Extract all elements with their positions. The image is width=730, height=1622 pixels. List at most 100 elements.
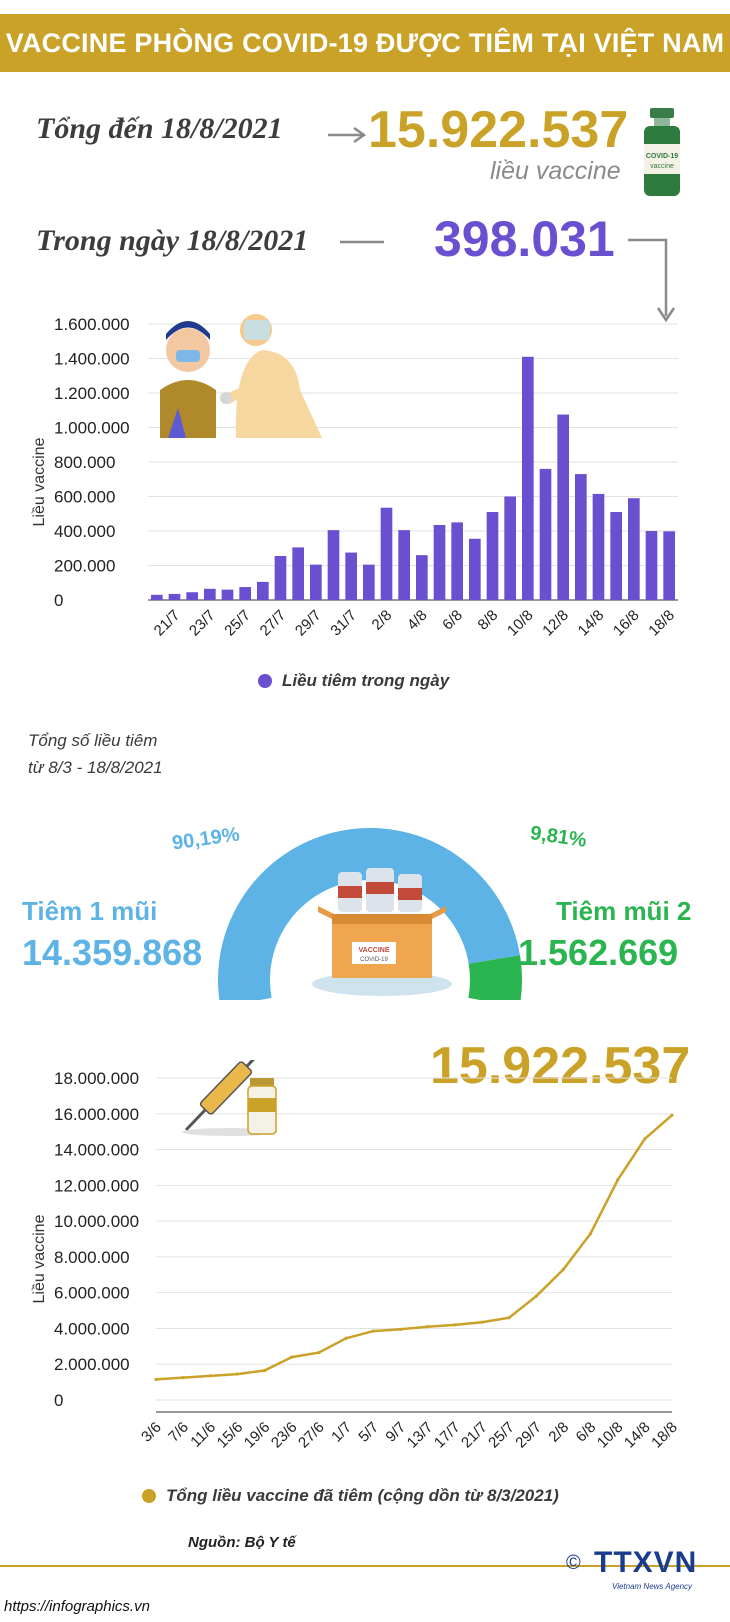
line-point-19/6 xyxy=(263,1368,267,1373)
bar-y-axis-label: Liều vaccine xyxy=(31,437,48,526)
bar-y-tick-label: 600.000 xyxy=(54,488,115,507)
line-point-29/7 xyxy=(534,1294,538,1298)
box-label-text: VACCINE xyxy=(359,947,390,954)
dose-title-line1: Tổng số liều tiêm xyxy=(28,731,158,750)
bar-legend: Liều tiêm trong ngày xyxy=(258,671,449,691)
dash-line xyxy=(340,240,384,244)
bar-26/7 xyxy=(257,581,269,600)
line-point-5/7 xyxy=(371,1329,375,1333)
bar-22/7 xyxy=(186,592,198,600)
bar-y-tick-label: 200.000 xyxy=(54,557,115,576)
bar-7/8 xyxy=(469,538,481,600)
bar-15/8 xyxy=(610,512,622,600)
bar-y-tick-label: 1.400.000 xyxy=(54,350,130,369)
bar-20/7 xyxy=(151,594,163,600)
second-dose-value: 1.562.669 xyxy=(518,932,679,973)
line-legend: Tổng liều vaccine đã tiêm (cộng dồn từ 8… xyxy=(142,1486,559,1506)
total-label: Tổng đến 18/8/2021 xyxy=(36,112,283,145)
vial-brand-text: COVID-19 xyxy=(646,153,678,160)
bar-12/8 xyxy=(557,414,569,600)
bar-5/8 xyxy=(433,524,446,600)
bar-x-tick-label: 12/8 xyxy=(539,607,572,640)
bar-23/7 xyxy=(204,588,216,600)
bar-legend-text: Liều tiêm trong ngày xyxy=(282,671,450,690)
bar-x-tick-label: 21/7 xyxy=(151,607,184,640)
line-point-15/6 xyxy=(235,1372,240,1376)
first-dose-label: Tiêm 1 mũi xyxy=(22,896,158,926)
line-point-7/6 xyxy=(181,1376,185,1380)
bar-x-tick-label: 18/8 xyxy=(645,607,678,640)
arrow-down-icon xyxy=(628,238,676,323)
line-point-18/8 xyxy=(670,1113,674,1117)
line-point-1/7 xyxy=(344,1336,348,1340)
footer-source: Nguồn: Bộ Y tế xyxy=(188,1534,296,1551)
line-x-tick-label: 23/6 xyxy=(268,1419,301,1452)
line-y-tick-label: 4.000.000 xyxy=(54,1319,130,1338)
bar-x-tick-label: 29/7 xyxy=(292,607,325,640)
bar-27/7 xyxy=(274,556,287,600)
vial-word-text: vaccine xyxy=(650,163,674,170)
bar-1/8 xyxy=(363,564,375,600)
line-x-tick-label: 25/7 xyxy=(485,1419,518,1452)
line-point-13/7 xyxy=(425,1325,430,1329)
first-dose-value: 14.359.868 xyxy=(22,932,203,973)
small-vial-icon xyxy=(247,1078,277,1135)
line-point-2/8 xyxy=(561,1267,565,1272)
vaccine-box-illustration: VACCINE COVID-19 xyxy=(312,868,452,996)
line-y-axis-label: Liều vaccine xyxy=(31,1214,48,1303)
nurse-illustration xyxy=(160,314,322,438)
line-x-tick-label: 14/8 xyxy=(621,1419,654,1452)
copyright-symbol: © xyxy=(566,1552,581,1574)
line-point-3/6 xyxy=(154,1377,158,1382)
line-x-tick-label: 17/7 xyxy=(431,1419,464,1452)
bar-25/7 xyxy=(239,587,251,600)
daily-value: 398.031 xyxy=(434,211,615,267)
bar-17/8 xyxy=(645,531,658,600)
bar-28/7 xyxy=(292,547,304,600)
line-y-tick-label: 6.000.000 xyxy=(54,1284,130,1303)
bar-x-tick-label: 4/8 xyxy=(404,607,431,634)
bar-x-tick-label: 14/8 xyxy=(575,607,608,640)
line-point-9/7 xyxy=(398,1327,403,1331)
line-y-tick-label: 12.000.000 xyxy=(54,1176,139,1195)
line-y-tick-label: 18.000.000 xyxy=(54,1069,139,1088)
bar-21/7 xyxy=(168,593,181,600)
box-sub-text: COVID-19 xyxy=(360,957,388,963)
line-x-tick-label: 13/7 xyxy=(404,1419,437,1452)
bar-8/8 xyxy=(486,512,499,600)
bar-4/8 xyxy=(416,555,428,600)
bar-13/8 xyxy=(575,474,587,600)
line-x-tick-label: 18/8 xyxy=(648,1419,681,1452)
footer-url-link[interactable]: https://infographics.vn xyxy=(4,1598,150,1615)
bar-30/7 xyxy=(327,530,340,600)
bar-11/8 xyxy=(539,468,552,600)
bar-x-tick-label: 10/8 xyxy=(504,607,537,640)
vaccine-vial-icon: COVID-19 vaccine xyxy=(644,108,680,196)
bar-18/8 xyxy=(663,531,675,600)
legend-dot-purple xyxy=(258,674,272,688)
line-x-tick-label: 3/6 xyxy=(138,1419,165,1446)
daily-bar-chart: 0 200.000 400.000 600.000 800.000 1.000.000 1.… xyxy=(31,314,678,640)
line-y-tick-label: 0 xyxy=(54,1391,63,1410)
line-x-tick-label: 19/6 xyxy=(241,1419,274,1452)
bar-9/8 xyxy=(504,496,516,600)
daily-label: Trong ngày 18/8/2021 xyxy=(36,224,309,257)
line-x-tick-label: 2/8 xyxy=(545,1419,572,1446)
line-point-21/7 xyxy=(480,1320,484,1324)
line-y-tick-label: 14.000.000 xyxy=(54,1141,139,1160)
line-x-tick-label: 11/6 xyxy=(187,1419,219,1451)
line-point-14/8 xyxy=(643,1137,647,1141)
bar-31/7 xyxy=(345,552,357,600)
bar-2/8 xyxy=(380,507,393,600)
bar-29/7 xyxy=(310,564,322,600)
bar-x-tick-label: 25/7 xyxy=(221,607,254,640)
bar-24/7 xyxy=(221,589,234,600)
bar-y-tick-label: 800.000 xyxy=(54,453,115,472)
line-point-17/7 xyxy=(453,1323,457,1327)
bar-y-tick-label: 1.600.000 xyxy=(54,315,130,334)
line-point-11/6 xyxy=(208,1374,212,1378)
bar-x-tick-label: 31/7 xyxy=(327,607,360,640)
total-unit: liều vaccine xyxy=(490,157,621,185)
line-x-tick-label: 21/7 xyxy=(458,1419,491,1452)
bar-y-tick-label: 400.000 xyxy=(54,522,115,541)
